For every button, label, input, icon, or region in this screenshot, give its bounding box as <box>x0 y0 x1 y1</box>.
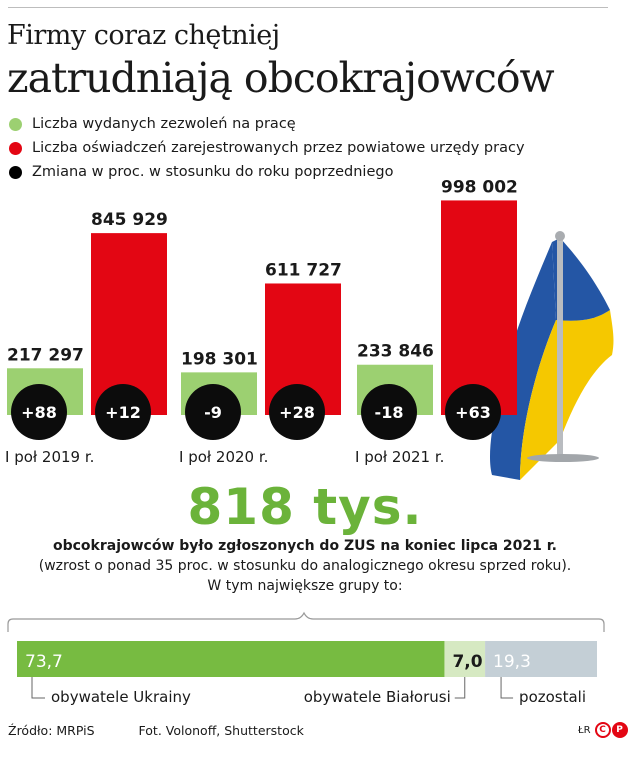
leader-line <box>454 677 466 699</box>
legend-label-declarations: Liczba oświadczeń zarejestrowanych przez… <box>32 140 525 156</box>
flag-pole <box>557 236 563 458</box>
legend-dot-green <box>9 117 22 131</box>
groups-intro: W tym największe grupy to: <box>207 578 403 594</box>
change-circle <box>269 384 325 440</box>
legend-label-change: Zmiana w proc. w stosunku do roku poprze… <box>32 164 394 180</box>
logo-c-icon: C <box>594 722 611 738</box>
change-label: +88 <box>21 403 57 422</box>
bar-chart: 217 297 +88 845 929 +12 I poł 2019 r. 198 301… <box>5 177 614 480</box>
share-segment-0 <box>17 641 445 677</box>
share-segment-1 <box>444 641 486 677</box>
page-subtitle: zatrudniają obcokrajowców <box>7 54 555 102</box>
top-rule <box>8 7 608 8</box>
bar-value-label: 845 929 <box>91 210 168 230</box>
brace <box>7 611 605 632</box>
change-label: +63 <box>455 403 491 422</box>
bar-value-label: 233 846 <box>357 342 434 362</box>
legend-label-permits: Liczba wydanych zezwoleń na pracę <box>32 116 296 132</box>
legend-dot-black <box>9 165 22 179</box>
share-value-label: 73,7 <box>25 652 63 672</box>
change-circle <box>11 384 67 440</box>
legend-item-permits: Liczba wydanych zezwoleń na pracę <box>9 112 525 136</box>
change-label: -18 <box>375 403 404 422</box>
legend-item-change: Zmiana w proc. w stosunku do roku poprze… <box>9 160 525 184</box>
page-title: Firmy coraz chętniej <box>7 20 280 51</box>
share-marks: 73,7 7,0 19,3 obywatele Ukrainy obywatele Bi… <box>17 641 597 706</box>
share-segment-2 <box>485 641 597 677</box>
author-initials: ŁR <box>578 724 591 736</box>
headline-text: obcokrajowców było zgłoszonych do ZUS na… <box>52 538 557 554</box>
change-label: +12 <box>105 403 141 422</box>
change-label: -9 <box>204 403 222 422</box>
bar-declarations-2 <box>441 200 517 415</box>
flag-pole-base <box>527 454 599 462</box>
share-value-label: 7,0 <box>452 652 482 672</box>
change-circle <box>445 384 501 440</box>
bar-value-label: 217 297 <box>7 345 84 365</box>
bar-value-label: 611 727 <box>265 260 342 280</box>
author-logo: ŁR C P <box>578 722 628 738</box>
flag-pole-top <box>555 231 565 241</box>
leader-line <box>31 677 45 699</box>
flag-top-stripe <box>552 238 610 321</box>
nationality-share-bar: 73,7 7,0 19,3 obywatele Ukrainy obywatele Bi… <box>7 611 605 706</box>
legend-dot-red <box>9 141 22 155</box>
bar-value-label: 998 002 <box>441 177 518 197</box>
footer-credits: Źródło: MRPiS Fot. Volonoff, Shutterstoc… <box>8 723 304 738</box>
headline-number: 818 tys. <box>187 478 423 536</box>
logo-p-icon: P <box>611 722 628 738</box>
change-label: +28 <box>279 403 315 422</box>
share-category-label: obywatele Ukrainy <box>51 688 191 706</box>
flag-blue-stripe <box>490 242 556 480</box>
share-value-label: 19,3 <box>493 652 531 672</box>
category-label: I poł 2019 r. <box>5 448 94 466</box>
share-category-label: obywatele Białorusi <box>304 688 451 706</box>
category-label: I poł 2020 r. <box>179 448 268 466</box>
source-label: Źródło: MRPiS <box>8 723 95 738</box>
change-circle <box>361 384 417 440</box>
flag-yellow-stripe <box>520 310 614 480</box>
change-circle <box>95 384 151 440</box>
bar-value-label: 198 301 <box>181 349 258 369</box>
chart-marks: 217 297 +88 845 929 +12 I poł 2019 r. 198 301… <box>5 177 518 466</box>
flag-illustration <box>490 231 614 480</box>
leader-line <box>500 677 514 699</box>
photo-credit: Fot. Volonoff, Shutterstock <box>138 723 304 738</box>
legend: Liczba wydanych zezwoleń na pracę Liczba… <box>9 112 525 184</box>
share-category-label: pozostali <box>519 688 586 706</box>
headline-note: (wzrost o ponad 35 proc. w stosunku do a… <box>38 558 572 574</box>
legend-item-declarations: Liczba oświadczeń zarejestrowanych przez… <box>9 136 525 160</box>
change-circle <box>185 384 241 440</box>
category-label: I poł 2021 r. <box>355 448 444 466</box>
